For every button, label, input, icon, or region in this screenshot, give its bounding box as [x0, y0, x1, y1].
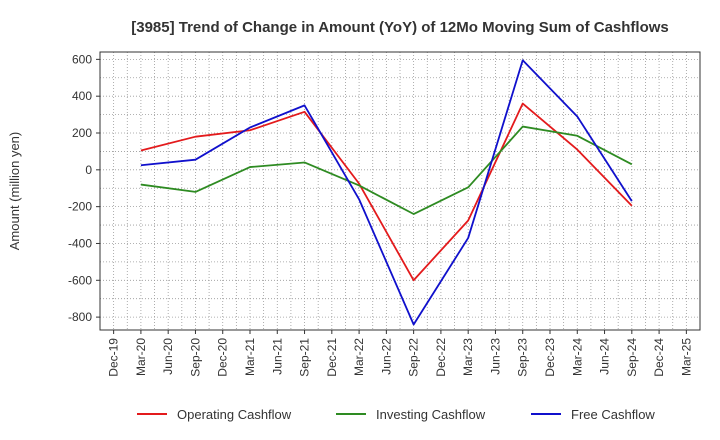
x-tick-label: Dec-21 [325, 338, 339, 377]
grid-lines [99, 52, 701, 330]
legend-label: Investing Cashflow [376, 407, 486, 422]
x-tick-label: Jun-21 [270, 338, 284, 375]
legend-label: Operating Cashflow [177, 407, 292, 422]
x-tick-label: Dec-20 [216, 338, 230, 377]
y-tick-label: -200 [68, 200, 92, 214]
legend: Operating Cashflow Investing Cashflow Free… [137, 407, 655, 422]
x-tick-label: Sep-22 [407, 338, 421, 377]
series-lines [140, 59, 633, 326]
y-tick-label: 400 [72, 89, 92, 103]
legend-label: Free Cashflow [571, 407, 655, 422]
x-tick-label: Mar-22 [352, 338, 366, 376]
y-tick-label: -600 [68, 273, 92, 287]
x-tick-label: Sep-24 [625, 338, 639, 377]
y-tick-label: 200 [72, 126, 92, 140]
x-tick-label: Mar-23 [461, 338, 475, 376]
x-tick-label: Sep-21 [298, 338, 312, 377]
x-tick-label: Jun-20 [161, 338, 175, 375]
x-tick-label: Dec-24 [652, 338, 666, 377]
x-tick-label: Jun-22 [379, 338, 393, 375]
y-axis-label: Amount (million yen) [7, 132, 22, 251]
x-tick-label: Mar-25 [679, 338, 693, 376]
x-tick-label: Dec-19 [107, 338, 121, 377]
y-tick-label: 0 [85, 163, 92, 177]
x-tick-label: Jun-24 [598, 338, 612, 375]
plot-frame [99, 51, 701, 331]
x-axis-ticks: Dec-19 Mar-20 Jun-20 Sep-20 Dec-20 Mar-21 Jun-… [107, 330, 693, 377]
series-line-operating-cashflow [140, 102, 633, 282]
x-tick-label: Sep-20 [188, 338, 202, 377]
x-tick-label: Mar-21 [243, 338, 257, 376]
x-tick-label: Jun-23 [488, 338, 502, 375]
x-tick-label: Sep-23 [516, 338, 530, 377]
y-axis-ticks: 600 400 200 0 -200 -400 -600 -800 [68, 52, 100, 324]
series-line-free-cashflow [140, 59, 633, 326]
x-tick-label: Dec-22 [434, 338, 448, 377]
y-tick-label: 600 [72, 52, 92, 66]
series-line-investing-cashflow [140, 125, 633, 215]
y-tick-label: -800 [68, 310, 92, 324]
y-tick-label: -400 [68, 236, 92, 250]
x-tick-label: Dec-23 [543, 338, 557, 377]
chart-title: [3985] Trend of Change in Amount (YoY) o… [131, 19, 669, 36]
x-tick-label: Mar-24 [570, 338, 584, 376]
x-tick-label: Mar-20 [134, 338, 148, 376]
